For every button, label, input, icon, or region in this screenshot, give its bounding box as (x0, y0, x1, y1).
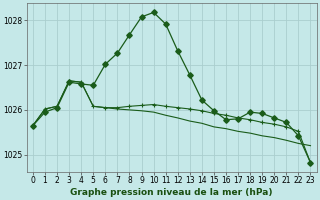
X-axis label: Graphe pression niveau de la mer (hPa): Graphe pression niveau de la mer (hPa) (70, 188, 273, 197)
